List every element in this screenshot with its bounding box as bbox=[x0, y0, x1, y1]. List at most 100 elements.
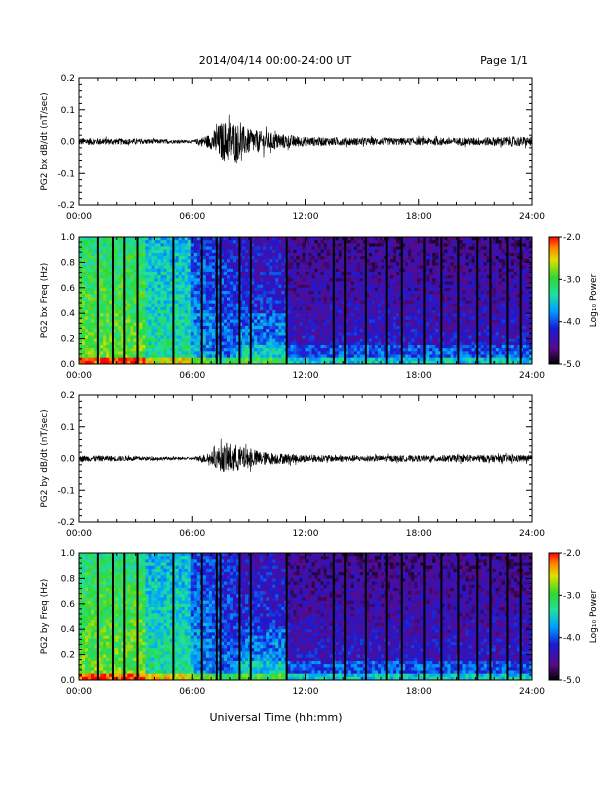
heatmap-cell bbox=[148, 259, 152, 263]
heatmap-cell bbox=[323, 265, 328, 270]
heatmap-cell bbox=[356, 252, 361, 257]
heatmap-cell bbox=[287, 322, 291, 327]
heatmap-cell bbox=[362, 348, 367, 352]
heatmap-cell bbox=[393, 329, 397, 333]
heatmap-cell bbox=[377, 240, 382, 244]
heatmap-cell bbox=[278, 262, 282, 266]
heatmap-cell bbox=[402, 249, 406, 254]
heatmap-cell bbox=[196, 310, 201, 314]
heatmap-cell bbox=[326, 325, 331, 330]
heatmap-cell bbox=[169, 271, 174, 276]
heatmap-cell bbox=[100, 351, 104, 355]
heatmap-cell bbox=[124, 360, 128, 365]
heatmap-cell bbox=[359, 306, 364, 311]
heatmap-cell bbox=[347, 294, 352, 298]
heatmap-cell bbox=[341, 287, 346, 292]
heatmap-cell bbox=[302, 240, 306, 244]
heatmap-cell bbox=[127, 306, 131, 311]
heatmap-cell bbox=[381, 319, 385, 324]
heatmap-cell bbox=[417, 271, 421, 276]
heatmap-cell bbox=[82, 351, 86, 355]
heatmap-cell bbox=[121, 246, 125, 251]
heatmap-cell bbox=[272, 348, 276, 352]
heatmap-cell bbox=[353, 275, 358, 279]
heatmap-cell bbox=[103, 256, 107, 260]
heatmap-cell bbox=[311, 319, 315, 324]
heatmap-cell bbox=[142, 319, 146, 324]
heatmap-cell bbox=[266, 268, 270, 273]
heatmap-cell bbox=[408, 354, 412, 359]
heatmap-cell bbox=[293, 259, 297, 263]
heatmap-cell bbox=[402, 275, 406, 279]
heatmap-cell bbox=[79, 348, 83, 352]
heatmap-cell bbox=[329, 335, 334, 339]
heatmap-cell bbox=[317, 335, 321, 339]
heatmap-cell bbox=[239, 243, 243, 247]
heatmap-cell bbox=[341, 297, 346, 301]
heatmap-cell bbox=[220, 357, 225, 362]
heatmap-cell bbox=[121, 240, 125, 244]
heatmap-cell bbox=[420, 252, 424, 257]
heatmap-cell bbox=[211, 246, 216, 251]
heatmap-cell bbox=[145, 341, 149, 346]
heatmap-cell bbox=[426, 287, 430, 292]
heatmap-cell bbox=[223, 297, 228, 301]
heatmap-cell bbox=[139, 287, 143, 292]
heatmap-cell bbox=[393, 310, 397, 314]
heatmap-cell bbox=[308, 268, 312, 273]
heatmap-cell bbox=[142, 351, 146, 355]
heatmap-cell bbox=[396, 265, 400, 270]
heatmap-cell bbox=[441, 360, 445, 365]
heatmap-cell bbox=[233, 322, 237, 327]
heatmap-cell bbox=[196, 360, 201, 365]
heatmap-cell bbox=[290, 265, 294, 270]
heatmap-cell bbox=[160, 348, 164, 352]
heatmap-cell bbox=[426, 332, 430, 336]
heatmap-cell bbox=[335, 268, 340, 273]
heatmap-cell bbox=[317, 268, 321, 273]
heatmap-cell bbox=[308, 348, 312, 352]
heatmap-cell bbox=[381, 351, 385, 355]
heatmap-cell bbox=[115, 265, 119, 270]
heatmap-cell bbox=[254, 243, 258, 247]
heatmap-cell bbox=[350, 313, 355, 317]
heatmap-cell bbox=[314, 237, 318, 241]
heatmap-cell bbox=[163, 243, 167, 247]
heatmap-cell bbox=[317, 300, 321, 305]
heatmap-cell bbox=[323, 332, 328, 336]
heatmap-cell bbox=[293, 351, 297, 355]
heatmap-cell bbox=[127, 348, 131, 352]
heatmap-cell bbox=[411, 278, 415, 282]
heatmap-cell bbox=[205, 297, 210, 301]
heatmap-cell bbox=[127, 344, 131, 349]
heatmap-cell bbox=[426, 262, 430, 266]
heatmap-cell bbox=[85, 249, 89, 254]
heatmap-cell bbox=[245, 338, 249, 343]
heatmap-cell bbox=[365, 351, 370, 355]
heatmap-cell bbox=[94, 265, 98, 270]
heatmap-cell bbox=[260, 290, 264, 295]
heatmap-cell bbox=[444, 319, 448, 324]
heatmap-cell bbox=[426, 316, 430, 320]
heatmap-cell bbox=[305, 259, 309, 263]
heatmap-cell bbox=[187, 256, 192, 260]
heatmap-cell bbox=[233, 357, 237, 362]
heatmap-cell bbox=[94, 360, 98, 365]
heatmap-cell bbox=[326, 313, 331, 317]
heatmap-cell bbox=[166, 360, 170, 365]
heatmap-cell bbox=[100, 360, 104, 365]
heatmap-cell bbox=[435, 306, 439, 311]
heatmap-cell bbox=[359, 313, 364, 317]
heatmap-cell bbox=[326, 249, 331, 254]
heatmap-cell bbox=[196, 325, 201, 330]
heatmap-cell bbox=[226, 351, 231, 355]
heatmap-cell bbox=[387, 310, 391, 314]
heatmap-cell bbox=[169, 310, 174, 314]
heatmap-cell bbox=[278, 290, 282, 295]
heatmap-cell bbox=[326, 237, 331, 241]
heatmap-cell bbox=[145, 249, 149, 254]
heatmap-cell bbox=[338, 354, 343, 359]
heatmap-cell bbox=[387, 243, 391, 247]
heatmap-cell bbox=[193, 287, 198, 292]
heatmap-cell bbox=[163, 348, 167, 352]
